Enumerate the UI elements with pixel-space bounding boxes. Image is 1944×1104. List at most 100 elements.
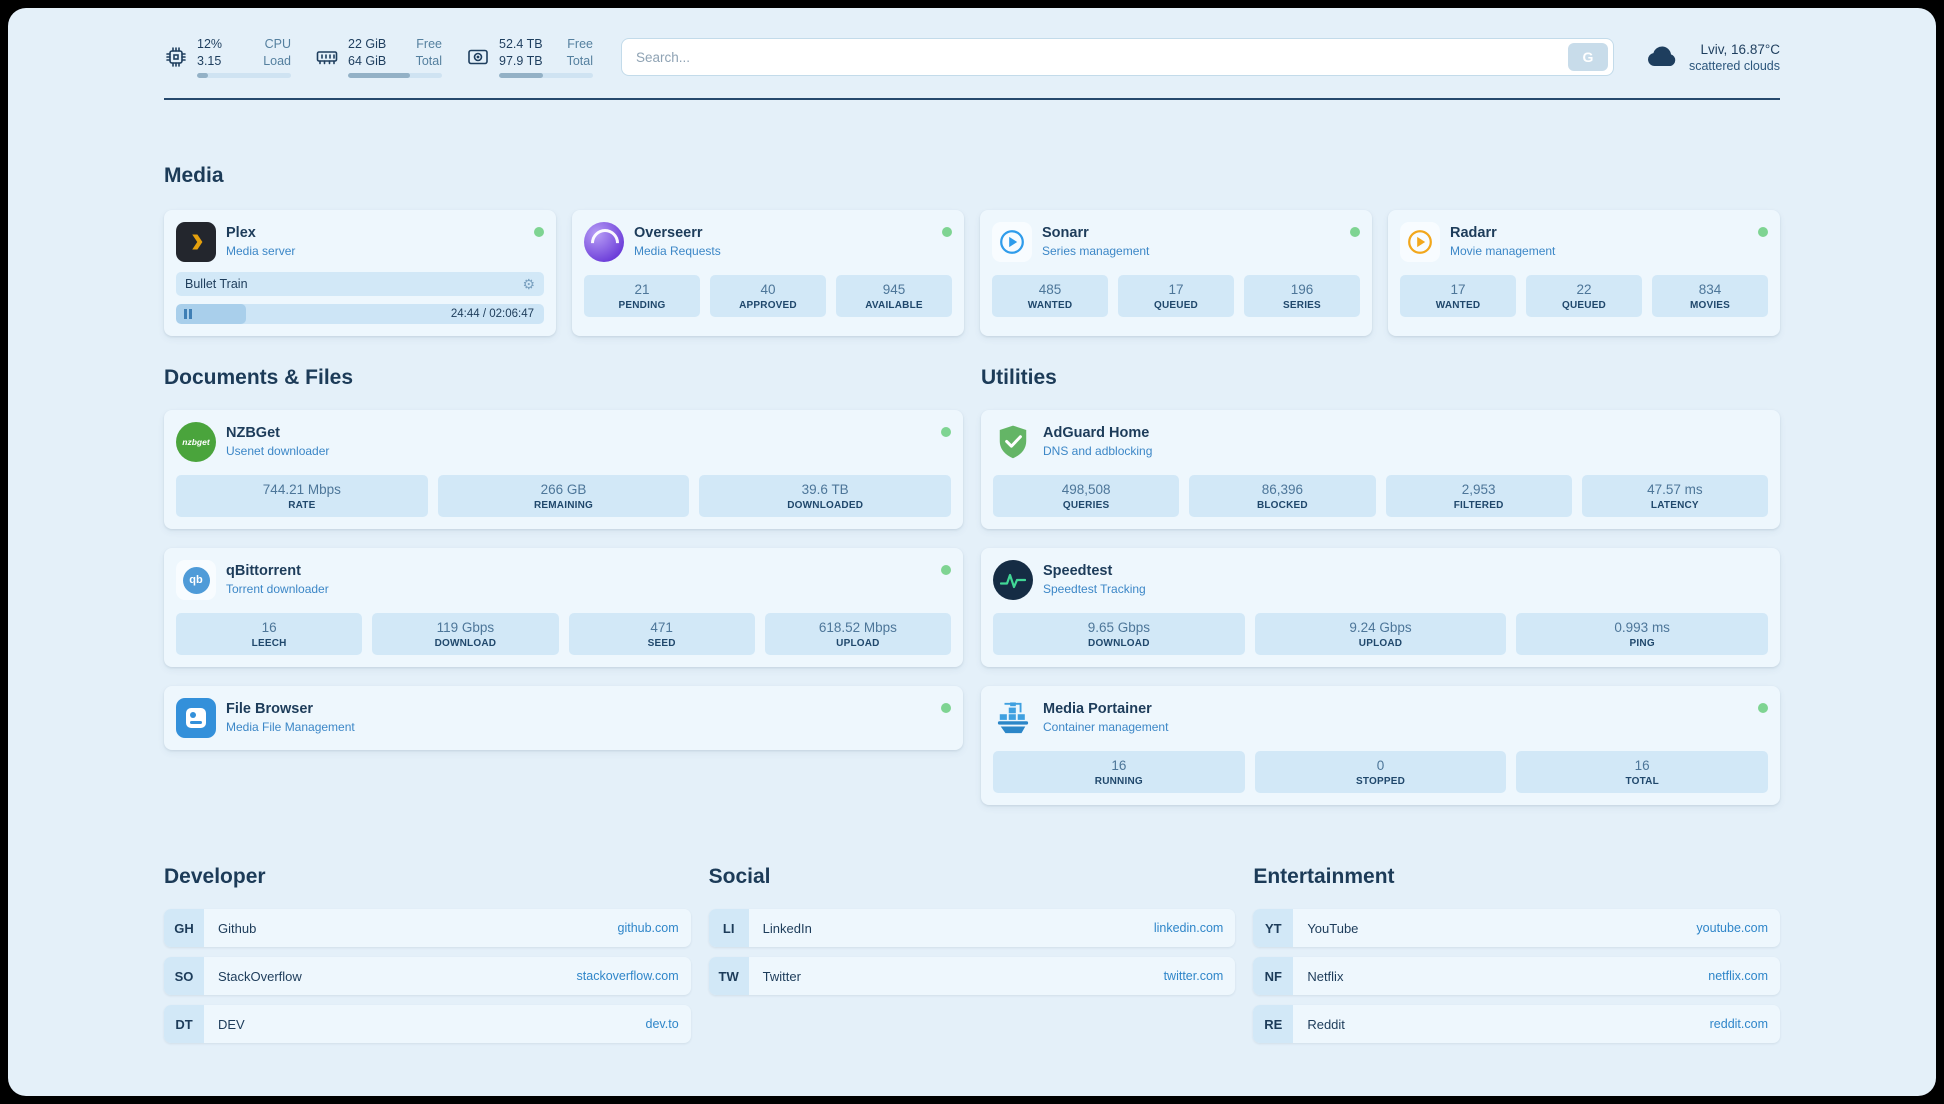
disk-free-value: 52.4 TB (499, 37, 543, 51)
service-subtitle: Media File Management (226, 720, 355, 734)
service-name: qBittorrent (226, 563, 301, 579)
service-card-qbittorrent[interactable]: qb qBittorrent Torrent downloader 16 LEEC… (164, 548, 963, 667)
disk-total-label: Total (566, 53, 593, 68)
service-name: NZBGet (226, 425, 280, 441)
bookmark-url: linkedin.com (1153, 921, 1224, 935)
memory-free-value: 22 GiB (348, 37, 387, 51)
stat-tile: 618.52 Mbps UPLOAD (764, 613, 951, 655)
playback-progress-bar[interactable]: 24:44 / 02:06:47 (176, 304, 544, 324)
search-engine-button[interactable]: G (1567, 43, 1608, 71)
bookmark-stackoverflow[interactable]: SO StackOverflow stackoverflow.com (164, 957, 691, 995)
service-card-adguard[interactable]: AdGuard Home DNS and adblocking 498,508 Q… (981, 410, 1780, 529)
bookmark-url: github.com (617, 921, 679, 935)
service-card-portainer[interactable]: Media Portainer Container management 16 R… (981, 686, 1780, 805)
pause-icon[interactable] (184, 309, 192, 319)
bookmark-abbr: SO (164, 957, 204, 995)
nzbget-icon: nzbget (176, 422, 216, 462)
bookmark-url: youtube.com (1696, 921, 1768, 935)
bookmark-abbr: YT (1253, 909, 1294, 947)
speedtest-icon (993, 560, 1033, 600)
documents-column: Documents & Files nzbget NZBGet Usenet d… (164, 366, 963, 750)
service-name: Media Portainer (1043, 701, 1152, 717)
service-subtitle: Speedtest Tracking (1043, 582, 1146, 596)
bookmark-name: LinkedIn (762, 920, 812, 936)
service-subtitle: Movie management (1450, 244, 1556, 258)
service-name: File Browser (226, 701, 314, 717)
sonarr-icon (992, 222, 1032, 262)
bookmark-abbr: TW (708, 957, 749, 995)
portainer-icon (993, 698, 1033, 738)
stat-tile: 196 SERIES (1244, 275, 1360, 317)
service-subtitle: DNS and adblocking (1043, 444, 1153, 458)
filebrowser-icon (176, 698, 216, 738)
cpu-load-value: 3.15 (197, 53, 222, 68)
developer-section-title: Developer (164, 865, 266, 888)
topbar-divider (164, 98, 1780, 100)
media-section: Media Plex Media server (164, 164, 1780, 336)
stat-tile: 744.21 Mbps RATE (176, 475, 428, 517)
service-name: AdGuard Home (1043, 425, 1150, 441)
cpu-progress-bar (197, 73, 291, 78)
now-playing-title: Bullet Train (185, 277, 248, 291)
stat-tile: 9.24 Gbps UPLOAD (1254, 613, 1507, 655)
stat-tile: 0 STOPPED (1254, 751, 1507, 793)
bookmarks-section: Developer GH Github github.com SO StackO… (164, 865, 1780, 1053)
service-name: Plex (226, 225, 256, 241)
weather-condition: scattered clouds (1688, 58, 1780, 73)
service-card-speedtest[interactable]: Speedtest Speedtest Tracking 9.65 Gbps DO… (981, 548, 1780, 667)
status-dot (534, 227, 544, 237)
bookmark-abbr: GH (164, 909, 204, 947)
search-input[interactable] (636, 49, 1568, 65)
cpu-chip-icon (164, 45, 188, 69)
bookmark-name: YouTube (1307, 920, 1359, 936)
social-section-title: Social (708, 865, 771, 888)
service-name: Overseerr (634, 225, 703, 241)
adguard-icon (993, 422, 1033, 462)
service-card-radarr[interactable]: Radarr Movie management 17 WANTED 22 QUEUE… (1388, 210, 1780, 336)
radarr-icon (1400, 222, 1440, 262)
service-card-filebrowser[interactable]: File Browser Media File Management (164, 686, 963, 750)
stat-tile: 16 TOTAL (1516, 751, 1769, 793)
stat-tile: 16 RUNNING (993, 751, 1245, 793)
ram-icon (315, 45, 339, 69)
bookmark-twitter[interactable]: TW Twitter twitter.com (708, 957, 1236, 995)
service-card-overseerr[interactable]: Overseerr Media Requests 21 PENDING 40 APP… (572, 210, 964, 336)
weather-widget: Lviv, 16.87°C scattered clouds (1644, 42, 1780, 73)
gear-icon[interactable]: ⚙ (522, 276, 535, 292)
dashboard-page: 12% CPU 3.15 Load 22 GiB Free 64 Gi (8, 8, 1936, 1096)
service-card-plex[interactable]: Plex Media server Bullet Train ⚙ 24:44 (164, 210, 556, 336)
bookmark-name: Twitter (762, 968, 801, 984)
bookmark-group-developer: Developer GH Github github.com SO StackO… (164, 865, 691, 1053)
bookmark-url: netflix.com (1708, 969, 1768, 983)
service-subtitle: Usenet downloader (226, 444, 330, 458)
utilities-column: Utilities AdGuard Home DNS and adblockin… (981, 366, 1780, 805)
bookmark-abbr: LI (708, 909, 749, 947)
bookmark-youtube[interactable]: YT YouTube youtube.com (1253, 909, 1780, 947)
status-dot (941, 565, 951, 575)
bookmark-reddit[interactable]: RE Reddit reddit.com (1253, 1005, 1780, 1043)
stat-tile: 21 PENDING (584, 275, 700, 317)
cloud-icon (1644, 44, 1678, 70)
service-name: Sonarr (1042, 225, 1089, 241)
status-dot (942, 227, 952, 237)
service-card-nzbget[interactable]: nzbget NZBGet Usenet downloader 744.21 M… (164, 410, 963, 529)
weather-location: Lviv, 16.87°C (1700, 41, 1780, 57)
bookmark-github[interactable]: GH Github github.com (164, 909, 691, 947)
bookmark-group-social: Social LI LinkedIn linkedin.com TW Twitt… (708, 865, 1236, 1053)
resource-widgets: 12% CPU 3.15 Load 22 GiB Free 64 Gi (164, 36, 593, 78)
stat-tile: 17 QUEUED (1118, 275, 1234, 317)
stat-tile: 485 WANTED (992, 275, 1108, 317)
cpu-widget: 12% CPU 3.15 Load (164, 36, 291, 78)
now-playing-row: Bullet Train ⚙ (176, 272, 544, 296)
bookmark-netflix[interactable]: NF Netflix netflix.com (1253, 957, 1780, 995)
service-name: Radarr (1450, 225, 1497, 241)
bookmark-dev[interactable]: DT DEV dev.to (164, 1005, 691, 1043)
cpu-usage-value: 12% (197, 37, 223, 51)
service-subtitle: Container management (1043, 720, 1169, 734)
stat-tile: 834 MOVIES (1652, 275, 1768, 317)
bookmark-abbr: DT (164, 1005, 204, 1043)
overseerr-icon (584, 222, 624, 262)
bookmark-name: Reddit (1307, 1016, 1345, 1032)
bookmark-linkedin[interactable]: LI LinkedIn linkedin.com (708, 909, 1236, 947)
service-card-sonarr[interactable]: Sonarr Series management 485 WANTED 17 QUE… (980, 210, 1372, 336)
